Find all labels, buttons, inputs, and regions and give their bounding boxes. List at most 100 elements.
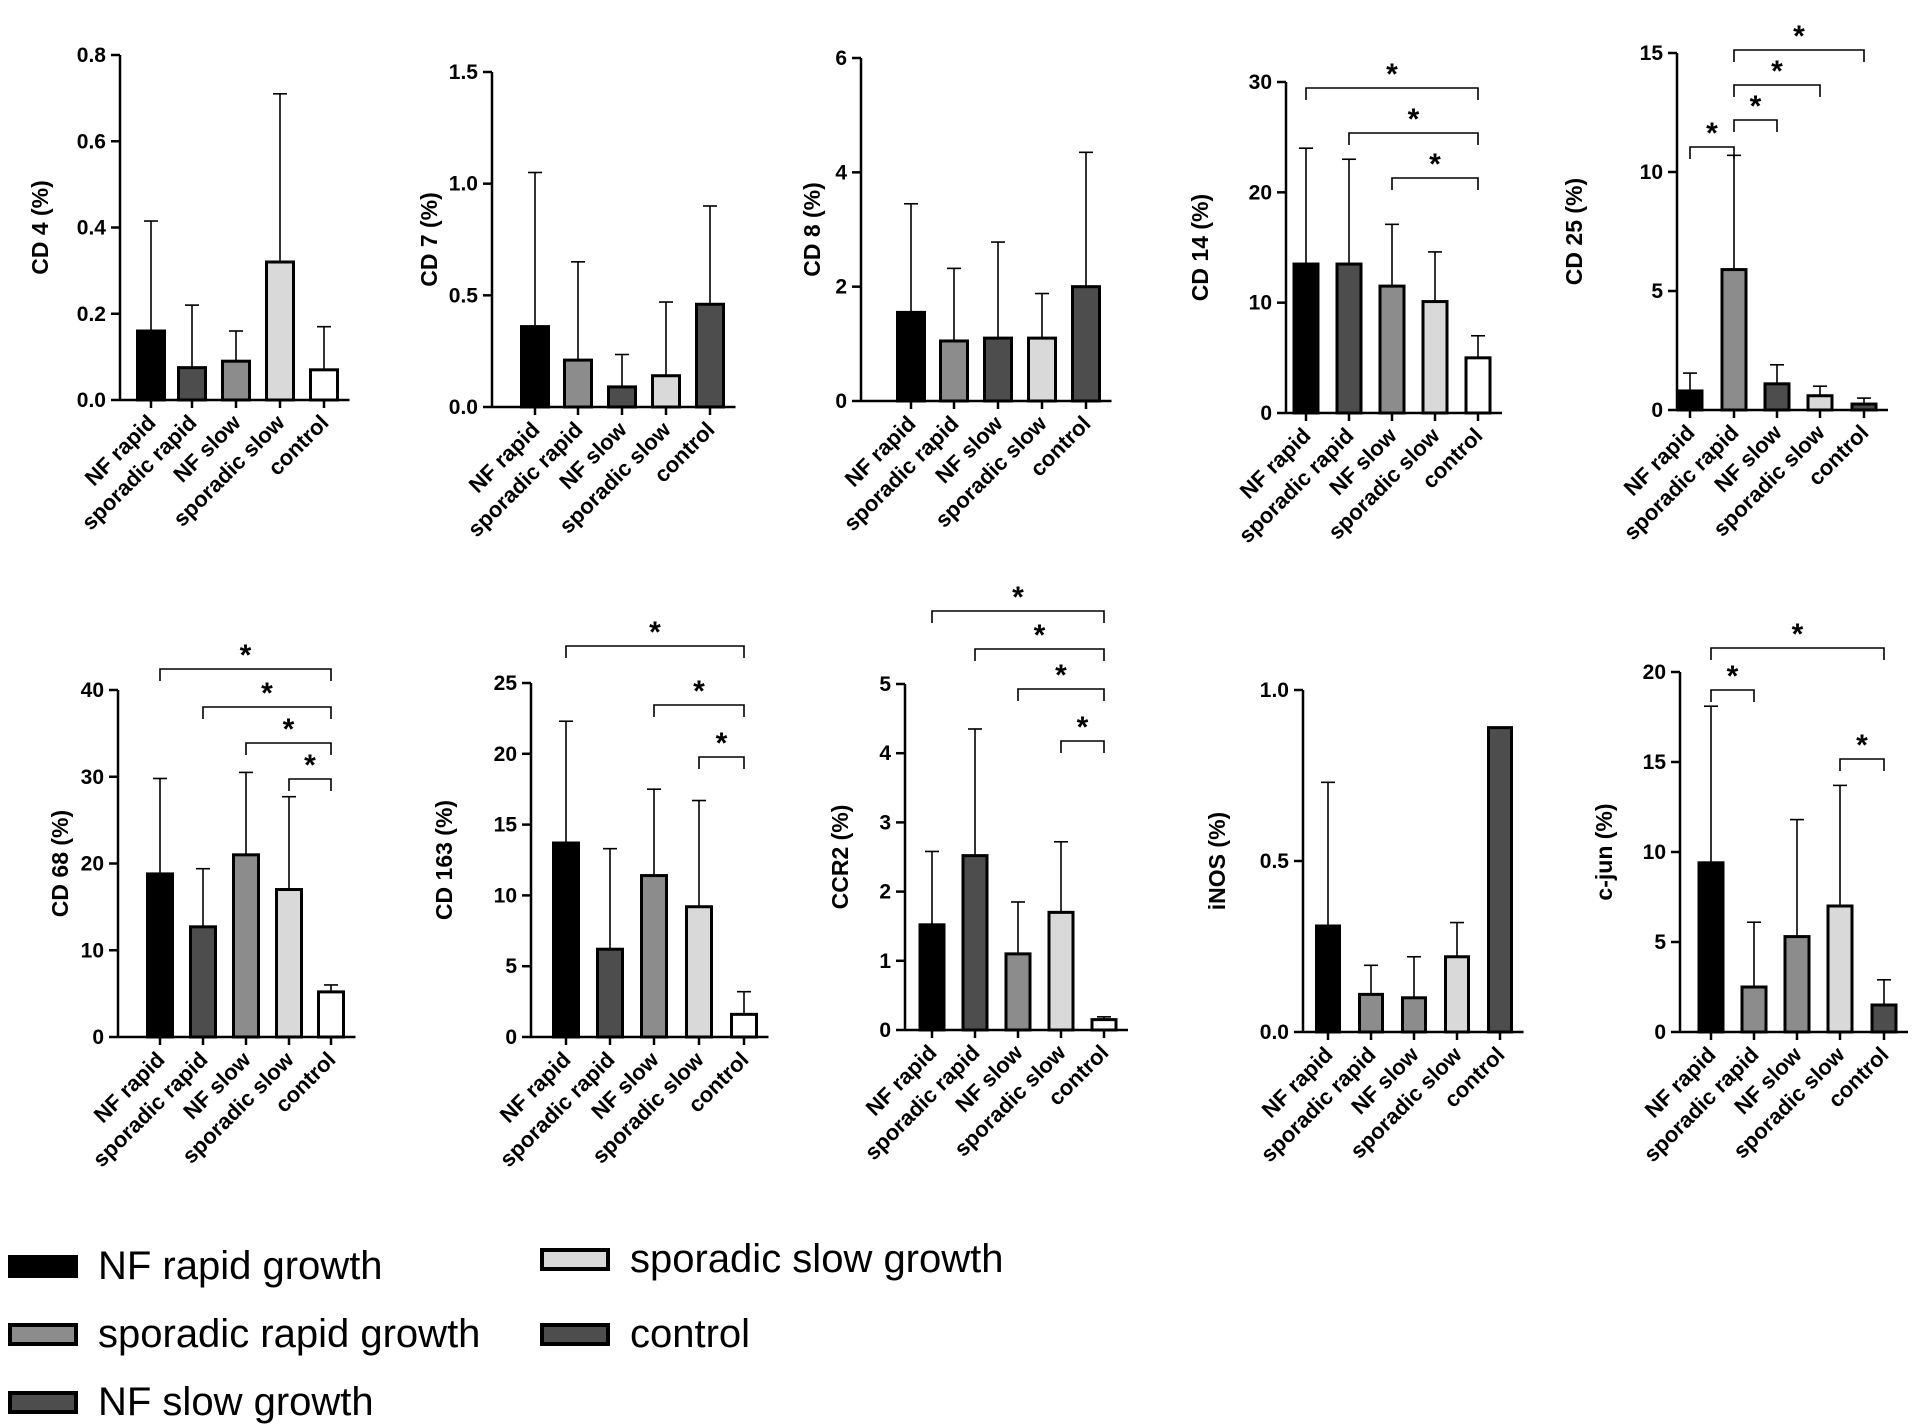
y-tick-label: 0.5 bbox=[1260, 850, 1290, 873]
significance-bracket bbox=[1733, 119, 1778, 132]
significance-bracket bbox=[1305, 87, 1479, 100]
y-tick-label: 0.0 bbox=[1260, 1021, 1289, 1044]
legend-item-3: sporadic slow growth bbox=[540, 1237, 1004, 1282]
legend-label-4: control bbox=[630, 1312, 751, 1356]
y-tick-label: 1.0 bbox=[1260, 679, 1289, 702]
bar bbox=[1783, 935, 1811, 1034]
y-tick-label: 0 bbox=[835, 390, 847, 413]
bar bbox=[1047, 910, 1075, 1032]
bar bbox=[189, 925, 217, 1039]
y-tick-label: 2 bbox=[879, 881, 891, 904]
significance-label: * bbox=[261, 677, 273, 710]
bar bbox=[265, 260, 295, 402]
y-axis-label: CD 163 (%) bbox=[431, 800, 457, 920]
significance-bracket bbox=[653, 704, 745, 717]
bar bbox=[563, 358, 593, 409]
y-tick-label: 2 bbox=[835, 276, 847, 299]
bar bbox=[1806, 394, 1834, 412]
bar bbox=[1292, 262, 1320, 415]
y-tick-label: 1.0 bbox=[449, 173, 478, 196]
bar bbox=[221, 359, 251, 402]
y-tick-label: 0.6 bbox=[77, 130, 106, 153]
y-tick-label: 5 bbox=[1654, 931, 1666, 954]
y-tick-label: 5 bbox=[1651, 280, 1663, 303]
significance-label: * bbox=[1727, 660, 1739, 693]
significance-bracket bbox=[1348, 132, 1479, 145]
y-tick-label: 20 bbox=[1249, 181, 1272, 204]
chart-panel-0: 0.00.20.40.60.8CD 4 (%)NF rapidsporadic … bbox=[27, 44, 350, 535]
legend-swatch-4 bbox=[540, 1323, 610, 1346]
y-tick-label: 0 bbox=[879, 1019, 891, 1042]
significance-label: * bbox=[1793, 20, 1805, 53]
legend-item-4: control bbox=[540, 1312, 750, 1357]
bar bbox=[983, 336, 1013, 403]
bar bbox=[1004, 952, 1032, 1032]
bar bbox=[1487, 726, 1513, 1034]
bar bbox=[1358, 992, 1384, 1034]
significance-label: * bbox=[649, 616, 661, 649]
significance-bracket bbox=[1710, 647, 1885, 660]
y-axis-label: iNOS (%) bbox=[1204, 812, 1230, 910]
significance-bracket bbox=[1060, 740, 1105, 753]
y-tick-label: 0 bbox=[1651, 399, 1663, 422]
bar bbox=[939, 339, 969, 403]
significance-label: * bbox=[1077, 711, 1089, 744]
legend-label-2: NF slow growth bbox=[98, 1380, 374, 1424]
y-tick-label: 40 bbox=[81, 679, 104, 702]
bar bbox=[317, 990, 345, 1039]
significance-label: * bbox=[240, 639, 252, 672]
significance-label: * bbox=[1408, 103, 1420, 136]
bar bbox=[730, 1012, 758, 1039]
bar bbox=[177, 366, 207, 402]
legend-swatch-2 bbox=[8, 1391, 78, 1414]
bar bbox=[1090, 1018, 1118, 1032]
significance-label: * bbox=[1034, 619, 1046, 652]
y-tick-label: 10 bbox=[81, 939, 104, 962]
legend-item-2: NF slow growth bbox=[8, 1380, 374, 1425]
bar bbox=[695, 302, 725, 409]
legend-label-3: sporadic slow growth bbox=[630, 1237, 1004, 1281]
legend-swatch-0 bbox=[8, 1255, 78, 1278]
y-tick-label: 30 bbox=[81, 766, 104, 789]
bar bbox=[1315, 924, 1341, 1034]
bar bbox=[1444, 955, 1470, 1034]
y-tick-label: 5 bbox=[879, 673, 891, 696]
bar bbox=[309, 368, 339, 402]
y-tick-label: 4 bbox=[879, 742, 891, 765]
bar bbox=[1027, 336, 1057, 403]
y-axis-label: CD 25 (%) bbox=[1561, 178, 1587, 285]
y-tick-label: 10 bbox=[1249, 292, 1272, 315]
y-tick-label: 15 bbox=[1643, 751, 1667, 774]
y-tick-label: 20 bbox=[81, 853, 104, 876]
y-tick-label: 20 bbox=[494, 743, 517, 766]
bar bbox=[607, 385, 637, 409]
bar bbox=[1826, 904, 1854, 1034]
y-tick-label: 10 bbox=[1640, 161, 1663, 184]
y-tick-label: 3 bbox=[879, 811, 891, 834]
significance-bracket bbox=[565, 645, 745, 658]
significance-label: * bbox=[1771, 55, 1783, 88]
y-axis-label: CD 14 (%) bbox=[1187, 194, 1213, 301]
y-axis-label: CD 7 (%) bbox=[416, 192, 442, 287]
y-tick-label: 15 bbox=[494, 814, 518, 837]
significance-label: * bbox=[693, 675, 705, 708]
significance-bracket bbox=[159, 668, 332, 681]
y-tick-label: 4 bbox=[835, 161, 847, 184]
y-tick-label: 1.5 bbox=[449, 61, 479, 84]
significance-bracket bbox=[1391, 177, 1479, 190]
bar bbox=[1850, 402, 1878, 412]
significance-label: * bbox=[1055, 659, 1067, 692]
y-axis-label: CCR2 (%) bbox=[827, 805, 853, 910]
legend-label-1: sporadic rapid growth bbox=[98, 1312, 481, 1356]
y-tick-label: 0.4 bbox=[77, 217, 107, 240]
legend-item-1: sporadic rapid growth bbox=[8, 1312, 480, 1357]
y-tick-label: 30 bbox=[1249, 71, 1272, 94]
y-tick-label: 1 bbox=[879, 950, 891, 973]
legend-label-0: NF rapid growth bbox=[98, 1244, 383, 1288]
